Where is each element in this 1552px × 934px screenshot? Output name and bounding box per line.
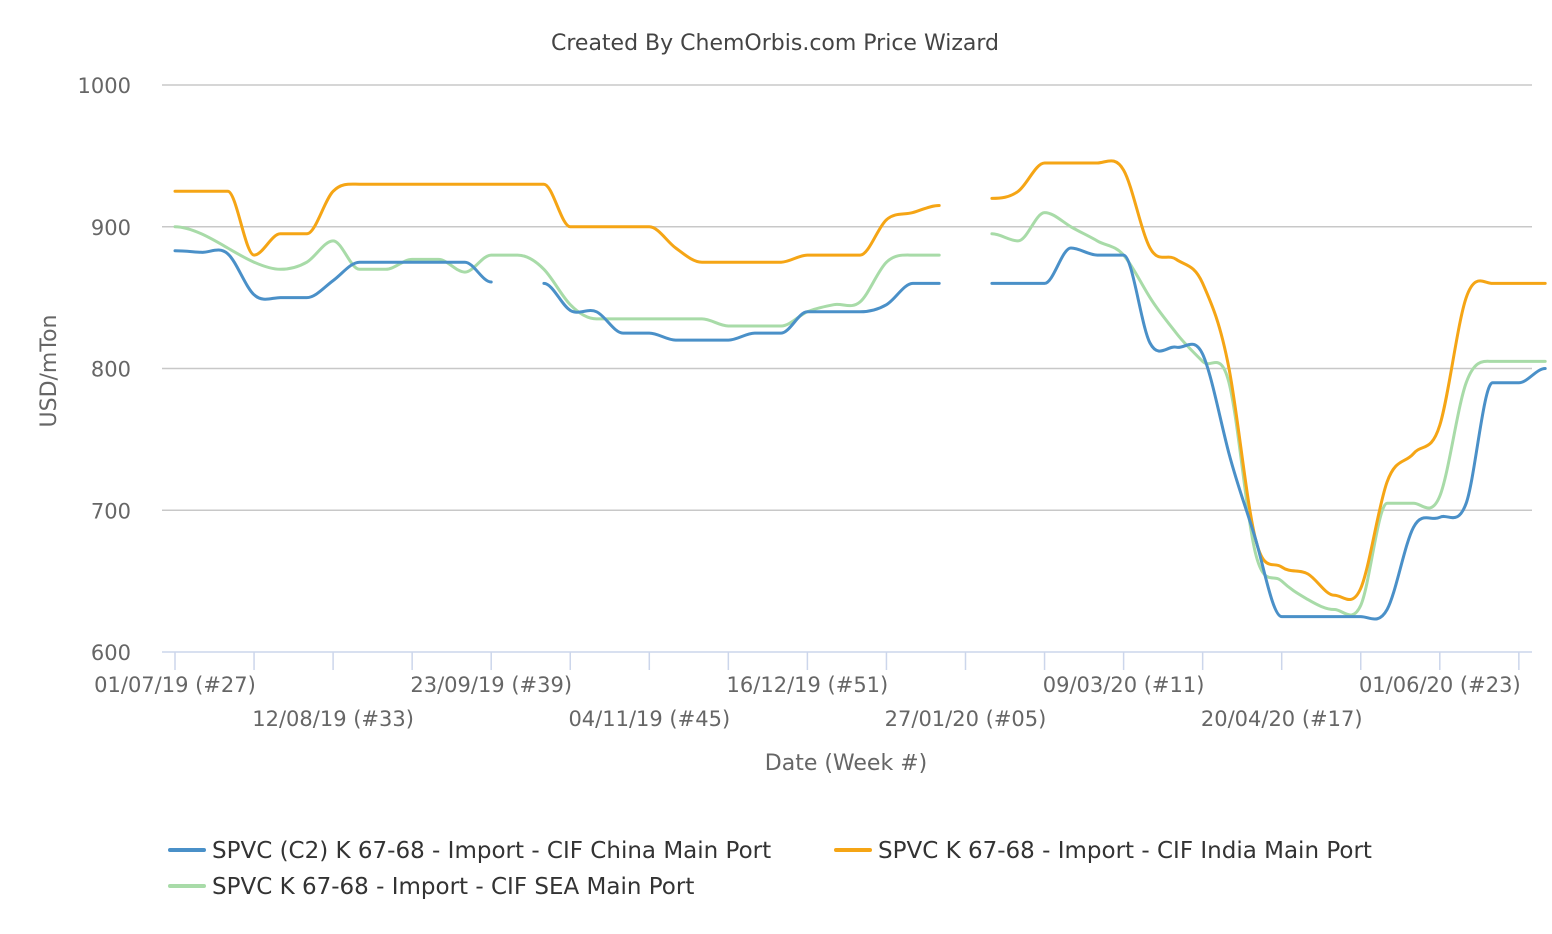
- x-tick-label: 01/07/19 (#27): [94, 673, 256, 697]
- legend-label-india: SPVC K 67-68 - Import - CIF India Main P…: [878, 838, 1372, 864]
- x-tick-label: 01/06/20 (#23): [1359, 673, 1521, 697]
- y-axis-tick-labels: 600 700 800 900 1000: [78, 74, 131, 665]
- y-axis-label: USD/mTon: [37, 315, 62, 428]
- series-line-china-segment-2[interactable]: [542, 281, 941, 342]
- grid-lines: [162, 84, 1532, 511]
- y-tick-label: 900: [91, 216, 131, 240]
- legend-label-sea: SPVC K 67-68 - Import - CIF SEA Main Por…: [212, 874, 694, 900]
- series-line-sea-segment-2[interactable]: [990, 211, 1547, 617]
- legend-item-sea[interactable]: SPVC K 67-68 - Import - CIF SEA Main Por…: [168, 874, 694, 900]
- series-lines: [173, 159, 1547, 621]
- x-axis-ticks: 01/07/19 (#27) 12/08/19 (#33) 23/09/19 (#3…: [94, 652, 1521, 731]
- legend-item-india[interactable]: SPVC K 67-68 - Import - CIF India Main P…: [834, 838, 1372, 864]
- legend: SPVC (C2) K 67-68 - Import - CIF China M…: [168, 838, 1372, 900]
- x-axis-label: Date (Week #): [765, 751, 927, 776]
- x-tick-label: 27/01/20 (#05): [885, 707, 1047, 731]
- y-tick-label: 1000: [78, 74, 131, 98]
- series-line-china-segment-1[interactable]: [173, 248, 493, 301]
- series-line-india-segment-2[interactable]: [990, 159, 1547, 601]
- series-line-india-segment-1[interactable]: [173, 182, 941, 264]
- chart-title: Created By ChemOrbis.com Price Wizard: [551, 31, 999, 56]
- x-tick-label: 16/12/19 (#51): [727, 673, 889, 697]
- x-tick-label: 04/11/19 (#45): [568, 707, 730, 731]
- x-tick-label: 09/03/20 (#11): [1043, 673, 1205, 697]
- x-tick-label: 12/08/19 (#33): [252, 707, 414, 731]
- series-line-china-segment-3[interactable]: [990, 246, 1547, 621]
- x-tick-label: 23/09/19 (#39): [410, 673, 572, 697]
- y-tick-label: 600: [91, 641, 131, 665]
- y-tick-label: 700: [91, 499, 131, 523]
- y-tick-label: 800: [91, 358, 131, 382]
- legend-item-china[interactable]: SPVC (C2) K 67-68 - Import - CIF China M…: [168, 838, 771, 864]
- x-tick-label: 20/04/20 (#17): [1201, 707, 1363, 731]
- legend-label-china: SPVC (C2) K 67-68 - Import - CIF China M…: [212, 838, 771, 864]
